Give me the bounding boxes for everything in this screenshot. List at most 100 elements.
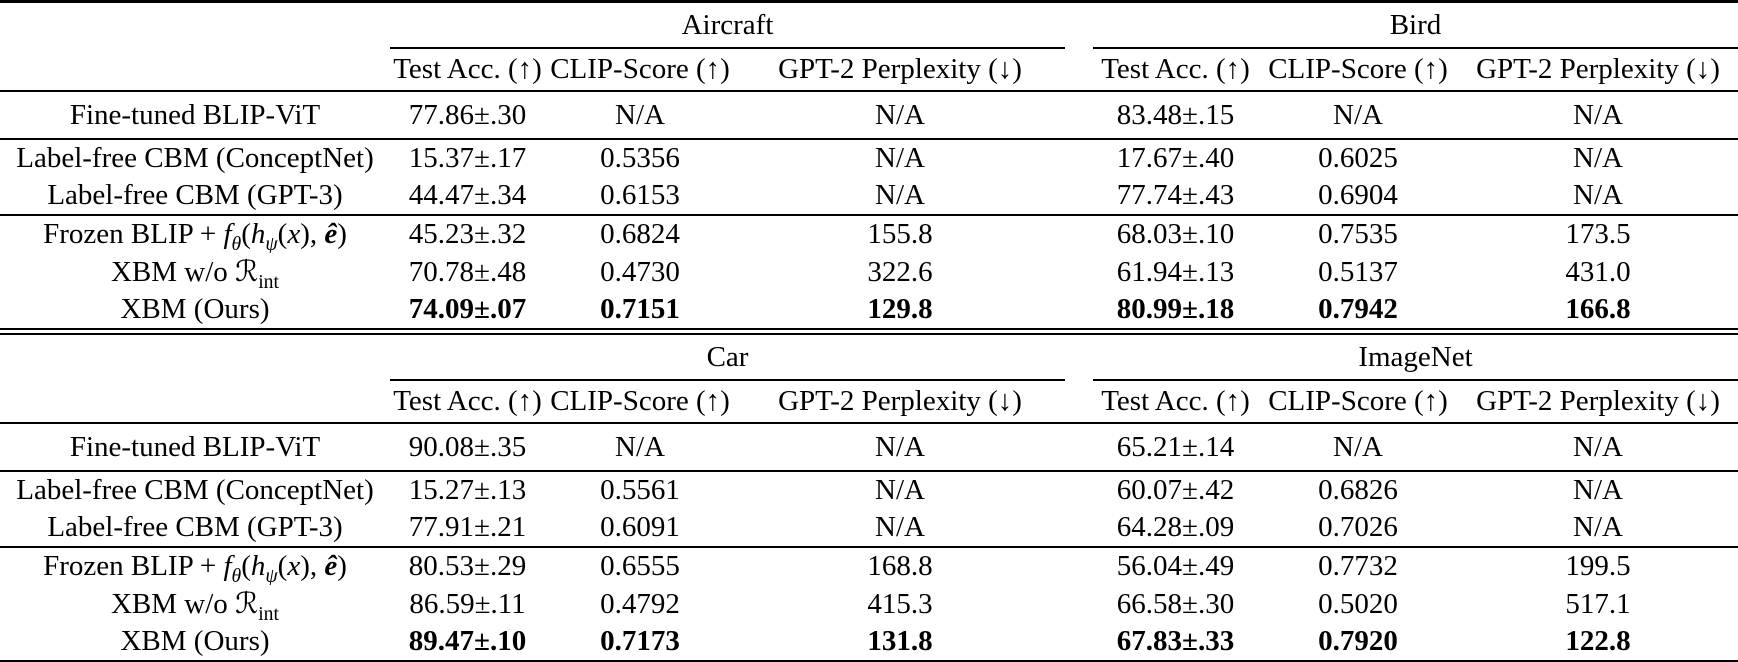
- table-cell: 322.6: [867, 255, 933, 288]
- table-cell-best: 0.7173: [600, 625, 680, 657]
- table-row-labelfree-cbm-conceptnet: Label-free CBM (ConceptNet) 15.27±.13 0.…: [0, 471, 1738, 509]
- group-gap: [1065, 291, 1093, 329]
- row-label-math: Frozen BLIP + fθ(hψ(x), ê): [43, 218, 347, 253]
- table-row-xbm-ours: XBM (Ours) 89.47±.10 0.7173 131.8 67.83±…: [0, 623, 1738, 662]
- table-cell: 15.37±.17: [408, 142, 527, 174]
- col-header-test-acc: Test Acc. (↑): [390, 48, 545, 92]
- metric-header-row: Test Acc. (↑) CLIP-Score (↑) GPT-2 Perpl…: [0, 380, 1738, 424]
- table-cell-best: 166.8: [1565, 293, 1631, 325]
- table-cell: N/A: [1458, 91, 1738, 140]
- table-row-xbm-without-rint: XBM w/o ℛint 86.59±.11 0.4792 415.3 66.5…: [0, 585, 1738, 623]
- table-row-frozen-blip: Frozen BLIP + fθ(hψ(x), ê) 80.53±.29 0.6…: [0, 547, 1738, 585]
- table-cell: 0.5137: [1318, 255, 1398, 288]
- table-cell: 83.48±.15: [1093, 91, 1258, 140]
- table-cell-best: 67.83±.33: [1116, 625, 1235, 657]
- dataset-header-aircraft: Aircraft: [390, 1, 1065, 49]
- group-gap: [1065, 177, 1093, 216]
- table-cell: N/A: [1458, 423, 1738, 472]
- dataset-header-bird: Bird: [1093, 1, 1738, 49]
- table-cell: N/A: [1458, 509, 1738, 548]
- table-row-labelfree-cbm-conceptnet: Label-free CBM (ConceptNet) 15.37±.17 0.…: [0, 139, 1738, 177]
- table-cell: 431.0: [1565, 255, 1631, 288]
- table-cell: 0.6904: [1258, 177, 1458, 216]
- table-cell: 77.74±.43: [1093, 177, 1258, 216]
- dataset-group-header-row: Aircraft Bird: [0, 1, 1738, 49]
- table-cell: 44.47±.34: [390, 177, 545, 216]
- table-cell: 173.5: [1565, 218, 1631, 250]
- results-table-aircraft-bird: Aircraft Bird Test Acc. (↑) CLIP-Score (…: [0, 0, 1738, 330]
- col-header-gpt2-perplexity: GPT-2 Perplexity (↓): [735, 48, 1065, 92]
- table-cell: 0.5356: [600, 142, 680, 174]
- table-cell: 61.94±.13: [1116, 255, 1235, 288]
- corner-cell: [0, 334, 390, 380]
- table-cell: N/A: [545, 91, 735, 140]
- table-cell: N/A: [735, 423, 1066, 472]
- row-label: XBM (Ours): [120, 293, 270, 325]
- table-cell: 0.6091: [545, 509, 735, 548]
- col-header-gpt2-perplexity: GPT-2 Perplexity (↓): [735, 380, 1066, 424]
- table-row-labelfree-cbm-gpt3: Label-free CBM (GPT-3) 44.47±.34 0.6153 …: [0, 177, 1738, 216]
- table-row-xbm-ours: XBM (Ours) 74.09±.07 0.7151 129.8 80.99±…: [0, 291, 1738, 329]
- table-cell: 17.67±.40: [1116, 142, 1235, 174]
- table-cell: 0.6826: [1318, 474, 1398, 506]
- row-label-math: XBM w/o ℛint: [110, 254, 280, 291]
- table-cell-best: 89.47±.10: [408, 625, 527, 657]
- table-cell: 0.5020: [1318, 587, 1398, 620]
- table-cell-best: 122.8: [1565, 625, 1631, 657]
- table-cell: 0.6153: [545, 177, 735, 216]
- group-gap: [1065, 2, 1093, 49]
- table-cell: 70.78±.48: [408, 255, 527, 288]
- table-cell: N/A: [1258, 423, 1459, 472]
- col-header-gpt2-perplexity: GPT-2 Perplexity (↓): [1458, 48, 1738, 92]
- corner-cell: [0, 2, 390, 49]
- col-header-test-acc: Test Acc. (↑): [1093, 48, 1258, 92]
- row-label: Label-free CBM (GPT-3): [0, 509, 390, 548]
- col-header-test-acc: Test Acc. (↑): [1093, 380, 1259, 424]
- table-cell-best: 80.99±.18: [1116, 293, 1235, 325]
- group-gap: [1065, 139, 1093, 177]
- table-cell: N/A: [735, 509, 1066, 548]
- table-cell: 66.58±.30: [1116, 587, 1235, 620]
- col-header-clip-score: CLIP-Score (↑): [1258, 48, 1458, 92]
- table-cell: 0.7026: [1258, 509, 1459, 548]
- col-header-gpt2-perplexity: GPT-2 Perplexity (↓): [1458, 380, 1738, 424]
- table-cell: 45.23±.32: [408, 218, 527, 250]
- table-cell: 64.28±.09: [1093, 509, 1259, 548]
- table-cell: 0.6824: [600, 218, 680, 250]
- corner-cell: [0, 380, 390, 424]
- row-label: Fine-tuned BLIP-ViT: [0, 91, 390, 140]
- col-header-clip-score: CLIP-Score (↑): [545, 48, 735, 92]
- table-cell: 0.7535: [1318, 218, 1398, 250]
- table-cell: 517.1: [1565, 587, 1631, 620]
- table-cell: 199.5: [1565, 550, 1631, 582]
- group-gap: [1065, 48, 1093, 92]
- col-header-clip-score: CLIP-Score (↑): [545, 380, 735, 424]
- row-label: Label-free CBM (GPT-3): [0, 177, 390, 216]
- table-cell-best: 74.09±.07: [408, 293, 527, 325]
- dataset-group-header-row: Car ImageNet: [0, 334, 1738, 381]
- table-cell: 168.8: [867, 550, 933, 582]
- table-cell: 60.07±.42: [1116, 474, 1235, 506]
- group-gap: [1065, 547, 1093, 585]
- table-cell: N/A: [1458, 177, 1738, 216]
- table-cell-best: 131.8: [867, 625, 933, 657]
- table-cell-best: 0.7151: [600, 293, 680, 325]
- table-cell: 90.08±.35: [390, 423, 545, 472]
- row-label-math: XBM w/o ℛint: [110, 586, 280, 623]
- table-cell: 86.59±.11: [409, 587, 526, 620]
- col-header-clip-score: CLIP-Score (↑): [1258, 380, 1459, 424]
- table-cell: 65.21±.14: [1093, 423, 1259, 472]
- table-row-frozen-blip: Frozen BLIP + fθ(hψ(x), ê) 45.23±.32 0.6…: [0, 215, 1738, 253]
- group-gap: [1065, 623, 1093, 662]
- group-gap: [1065, 253, 1093, 291]
- table-cell: 0.6025: [1318, 142, 1398, 174]
- table-cell: 56.04±.49: [1116, 550, 1235, 582]
- group-gap: [1065, 509, 1094, 548]
- table-row-labelfree-cbm-gpt3: Label-free CBM (GPT-3) 77.91±.21 0.6091 …: [0, 509, 1738, 548]
- dataset-header-car: Car: [390, 334, 1066, 381]
- table-cell: N/A: [735, 91, 1065, 140]
- results-table-car-imagenet: Car ImageNet Test Acc. (↑) CLIP-Score (↑…: [0, 333, 1738, 662]
- table-cell: 0.4792: [600, 587, 680, 620]
- group-gap: [1065, 334, 1093, 380]
